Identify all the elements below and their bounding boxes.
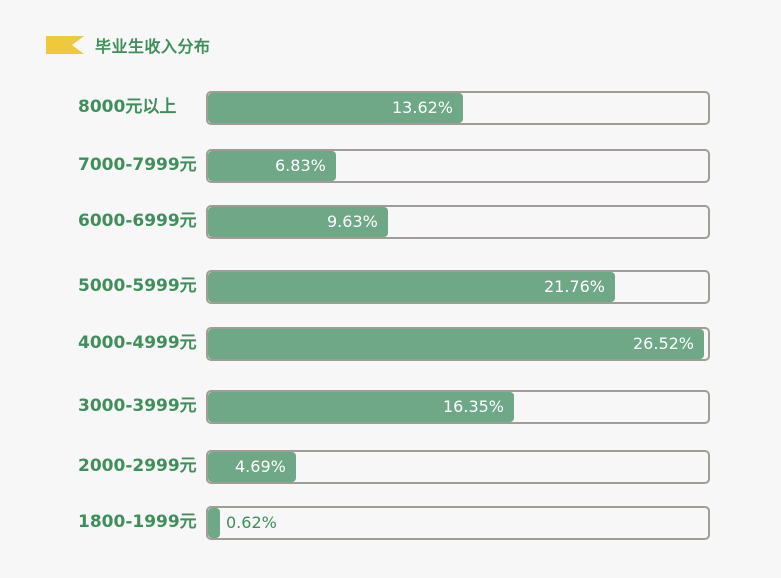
bar-row: 6000-6999元 9.63% (0, 204, 781, 239)
category-label: 1800-1999元 (78, 512, 197, 532)
bar-row: 8000元以上 13.62% (0, 90, 781, 125)
bar (208, 392, 514, 422)
category-label: 3000-3999元 (78, 396, 197, 416)
value-label: 6.83% (275, 156, 326, 175)
bar (208, 452, 296, 482)
bar-track: 9.63% (206, 205, 710, 239)
bar-track: 6.83% (206, 149, 710, 183)
bar-row: 5000-5999元 21.76% (0, 269, 781, 304)
bar-track: 13.62% (206, 91, 710, 125)
value-label: 0.62% (226, 513, 277, 532)
category-label: 7000-7999元 (78, 155, 197, 175)
bar-row: 2000-2999元 4.69% (0, 449, 781, 484)
category-label: 5000-5999元 (78, 276, 197, 296)
value-label: 16.35% (443, 397, 505, 416)
bar (208, 207, 388, 237)
category-label: 6000-6999元 (78, 211, 197, 231)
bar (208, 329, 704, 359)
category-label: 4000-4999元 (78, 333, 197, 353)
bar (208, 508, 220, 538)
value-label: 4.69% (235, 457, 286, 476)
bar-row: 1800-1999元 0.62% (0, 505, 781, 540)
value-label: 26.52% (633, 334, 695, 353)
chart-title: 毕业生收入分布 (95, 37, 211, 56)
bar-row: 7000-7999元 6.83% (0, 148, 781, 183)
bar-track: 0.62% (206, 506, 710, 540)
flag-icon (46, 36, 84, 54)
bar-row: 4000-4999元 26.52% (0, 326, 781, 361)
bar (208, 151, 336, 181)
bar-track: 26.52% (206, 327, 710, 361)
chart-header: 毕业生收入分布 (46, 34, 211, 56)
bar (208, 272, 615, 302)
value-label: 9.63% (327, 212, 378, 231)
category-label: 2000-2999元 (78, 456, 197, 476)
bar-track: 16.35% (206, 390, 710, 424)
category-label: 8000元以上 (78, 97, 177, 117)
value-label: 21.76% (544, 277, 606, 296)
bar-row: 3000-3999元 16.35% (0, 389, 781, 424)
bar-track: 21.76% (206, 270, 710, 304)
value-label: 13.62% (392, 98, 454, 117)
bar (208, 93, 463, 123)
bar-track: 4.69% (206, 450, 710, 484)
